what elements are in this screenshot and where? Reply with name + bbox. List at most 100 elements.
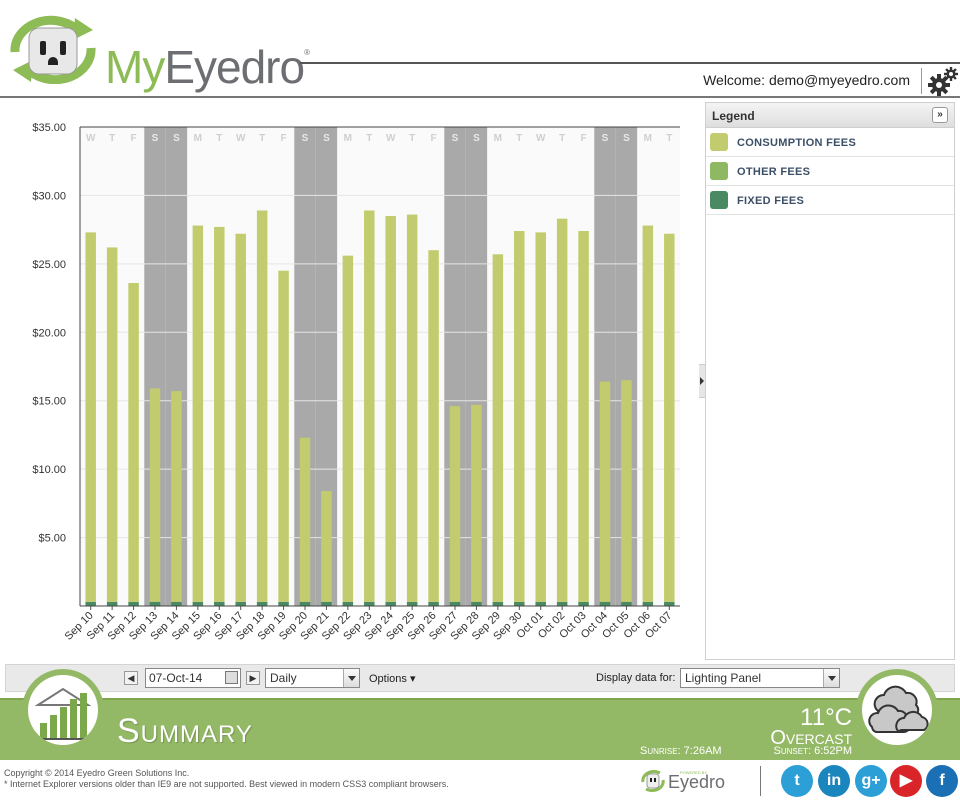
- bar-fixed-fees: [556, 601, 568, 606]
- bar-fixed-fees: [535, 601, 546, 606]
- weekend-band: [615, 127, 638, 606]
- google-plus-glyph: g+: [861, 772, 881, 789]
- footer-logo-text: Eyedro: [668, 772, 726, 792]
- eyedro-footer-logo[interactable]: POWERED BY Eyedro: [640, 768, 740, 794]
- bar-fixed-fees: [256, 601, 268, 606]
- bar-fixed-fees: [106, 601, 118, 606]
- weekday-label: S: [473, 133, 480, 144]
- weekend-band: [444, 127, 466, 606]
- bar-fixed-fees: [621, 601, 632, 606]
- settings-gear-icon[interactable]: [928, 66, 958, 96]
- bar-fixed-fees: [578, 601, 589, 606]
- weekday-label: W: [386, 133, 396, 144]
- weekday-label: T: [409, 133, 415, 144]
- y-tick-label: $20.00: [32, 327, 66, 339]
- weekday-label: S: [302, 133, 309, 144]
- bar-fixed-fees: [599, 601, 611, 606]
- legend-swatch: [710, 162, 728, 180]
- y-tick-label: $15.00: [32, 396, 66, 408]
- copyright-line: Copyright © 2014 Eyedro Green Solutions …: [4, 768, 190, 778]
- date-field[interactable]: 07-Oct-14: [145, 668, 241, 688]
- brand-wordmark: MyEyedro®: [105, 40, 310, 94]
- weekday-label: T: [216, 133, 222, 144]
- summary-chart-icon: [28, 675, 98, 745]
- weekend-band: [294, 127, 316, 606]
- linkedin-glyph: in: [826, 772, 842, 789]
- cost-bar-chart: $5.00 $10.00 $15.00 $20.00 $25.00 $30.00 $35.0…: [32, 122, 680, 643]
- bar-consumption-fees: [621, 380, 632, 602]
- weekday-label: S: [452, 133, 459, 144]
- bar-consumption-fees: [321, 491, 332, 602]
- bar-consumption-fees: [449, 406, 461, 602]
- bar-consumption-fees: [364, 210, 375, 602]
- weather-condition: Overcast: [770, 727, 852, 749]
- footer-separator: [760, 766, 761, 796]
- browser-notice: * Internet Explorer versions older than …: [4, 779, 449, 789]
- header-divider: [300, 62, 960, 64]
- weekday-label: W: [536, 133, 546, 144]
- date-value: 07-Oct-14: [149, 671, 203, 685]
- legend-item-fixed-fees[interactable]: FIXED FEES: [706, 186, 954, 215]
- legend-expand-icon[interactable]: »: [932, 107, 948, 123]
- previous-date-button[interactable]: ◀: [124, 671, 138, 685]
- weekend-band: [315, 127, 338, 606]
- display-data-select[interactable]: Lighting Panel: [680, 668, 840, 688]
- bar-consumption-fees: [85, 232, 96, 602]
- bar-consumption-fees: [278, 270, 289, 602]
- bar-fixed-fees: [642, 601, 654, 606]
- bar-fixed-fees: [235, 601, 246, 606]
- bar-consumption-fees: [664, 233, 675, 602]
- summary-title: Summary: [117, 712, 253, 750]
- myeyedro-logo[interactable]: MyEyedro®: [5, 14, 310, 93]
- legend-label: OTHER FEES: [737, 166, 811, 178]
- legend-item-consumption-fees[interactable]: CONSUMPTION FEES: [706, 128, 954, 157]
- bar-fixed-fees: [428, 601, 439, 606]
- weekday-label: F: [281, 133, 287, 144]
- twitter-icon[interactable]: t: [781, 765, 813, 797]
- bar-consumption-fees: [642, 225, 654, 602]
- calendar-icon[interactable]: [225, 671, 238, 684]
- options-label: Options: [369, 673, 407, 685]
- outlet-icon: [10, 15, 96, 85]
- period-select[interactable]: Daily: [265, 668, 360, 688]
- chart-toolbar: ◀ 07-Oct-14 ▶ Daily Options ▾ Display da…: [5, 664, 955, 692]
- facebook-icon[interactable]: f: [926, 765, 958, 797]
- y-tick-label: $10.00: [32, 464, 66, 476]
- weekday-label: T: [109, 133, 115, 144]
- bar-fixed-fees: [664, 601, 675, 606]
- youtube-icon[interactable]: ▶: [890, 765, 922, 797]
- next-date-button[interactable]: ▶: [246, 671, 260, 685]
- y-tick-label: $30.00: [32, 190, 66, 202]
- weekday-label: S: [173, 133, 180, 144]
- brand-my: My: [105, 41, 165, 93]
- summary-icon-circle[interactable]: [22, 669, 104, 751]
- options-menu[interactable]: Options ▾: [369, 672, 416, 685]
- legend-swatch: [710, 133, 728, 151]
- chevron-down-icon: [823, 669, 839, 687]
- gear-separator: [921, 68, 922, 94]
- bar-fixed-fees: [449, 601, 461, 606]
- weekend-band: [144, 127, 166, 606]
- weekday-label: T: [259, 133, 265, 144]
- weekday-label: S: [323, 133, 330, 144]
- bar-fixed-fees: [364, 601, 375, 606]
- bar-consumption-fees: [578, 231, 589, 602]
- linkedin-icon[interactable]: in: [818, 765, 850, 797]
- header-bottom-rule: [0, 96, 960, 98]
- brand-eyedro: Eyedro: [164, 41, 305, 93]
- google-plus-icon[interactable]: g+: [855, 765, 887, 797]
- weekend-band: [165, 127, 188, 606]
- weekday-label: T: [666, 133, 672, 144]
- chevron-down-icon: [343, 669, 359, 687]
- bar-consumption-fees: [171, 391, 182, 602]
- weekday-label: W: [86, 133, 96, 144]
- bar-fixed-fees: [128, 601, 139, 606]
- weekend-band: [465, 127, 488, 606]
- weekday-label: S: [623, 133, 630, 144]
- legend-panel: Legend » CONSUMPTION FEES OTHER FEES FIX…: [705, 102, 955, 660]
- registered-mark: ®: [304, 48, 310, 57]
- legend-item-other-fees[interactable]: OTHER FEES: [706, 157, 954, 186]
- bar-consumption-fees: [514, 231, 525, 602]
- period-value: Daily: [270, 671, 297, 685]
- legend-label: FIXED FEES: [737, 195, 805, 207]
